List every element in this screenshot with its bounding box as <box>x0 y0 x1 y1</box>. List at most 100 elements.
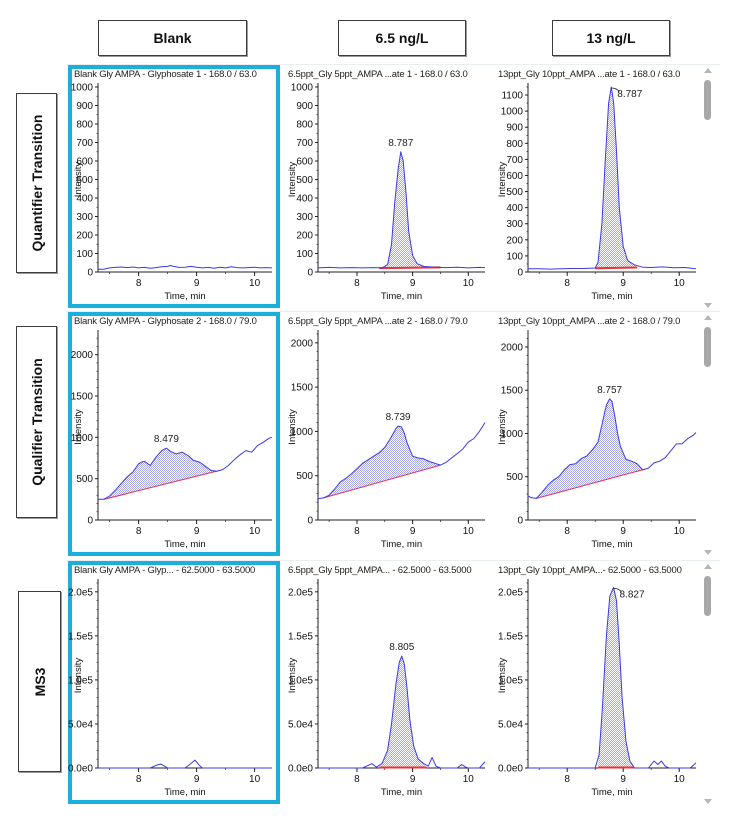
chromatogram-plot: 0 100 200 300 400 500 600 700 800 900 1000 8 9 10 Time… <box>287 83 486 302</box>
x-axis-title: Time, min <box>164 539 205 550</box>
y-tick-label: 800 <box>506 139 523 150</box>
y-tick-label: 0 <box>87 268 93 279</box>
integration-baseline <box>103 469 220 500</box>
x-tick-label: 9 <box>620 278 626 289</box>
y-tick-label: 500 <box>296 175 313 186</box>
chromatogram-plot: 0 100 200 300 400 500 600 700 800 900 1000 1100 8 9 10… <box>497 83 697 302</box>
scrollbar-row-qualifier[interactable] <box>702 313 716 557</box>
scroll-thumb[interactable] <box>704 576 711 616</box>
y-tick-label: 2000 <box>501 342 524 353</box>
x-axis-title: Time, min <box>591 787 632 798</box>
y-tick-label: 2000 <box>71 350 94 361</box>
y-tick-label: 1500 <box>291 383 314 394</box>
x-tick-label: 9 <box>194 526 200 537</box>
x-tick-label: 8 <box>564 526 570 537</box>
chromatogram-trace <box>528 586 697 769</box>
y-axis-title: Intensity <box>73 658 84 694</box>
chromatogram-panel-r0-c2[interactable]: 13ppt_Gly 10ppt_AMPA ...ate 1 - 168.0 / … <box>492 65 702 308</box>
x-tick-label: 10 <box>463 774 475 785</box>
peak-area-fill <box>595 87 638 269</box>
x-axis-title: Time, min <box>591 291 632 302</box>
x-axis-title: Time, min <box>381 539 422 550</box>
x-tick-label: 9 <box>410 526 416 537</box>
x-tick-label: 10 <box>674 526 686 537</box>
y-tick-label: 5.0e4 <box>498 719 523 730</box>
scroll-down-arrow-icon[interactable] <box>704 303 712 308</box>
x-tick-label: 8 <box>564 278 570 289</box>
chromatogram-trace <box>527 398 697 499</box>
chromatogram-panel-r2-c0[interactable]: Blank Gly AMPA - Glyp... - 62.5000 - 63.… <box>68 561 280 804</box>
y-tick-label: 1100 <box>501 91 523 102</box>
y-tick-label: 1.5e5 <box>498 631 523 642</box>
y-tick-label: 2.0e5 <box>288 587 313 598</box>
x-axis-title: Time, min <box>381 787 422 798</box>
chromatogram-trace <box>98 759 272 769</box>
x-tick-label: 9 <box>410 774 416 785</box>
x-axis-title: Time, min <box>164 787 205 798</box>
y-tick-label: 1.0e5 <box>68 675 93 686</box>
row-label-text: Qualifier Transition <box>28 358 45 486</box>
x-tick-label: 8 <box>564 774 570 785</box>
integration-baseline <box>536 468 646 499</box>
integration-baseline <box>323 464 441 499</box>
peak-area-fill <box>379 151 441 269</box>
chromatogram-panel-r2-c2[interactable]: 13ppt_Gly 10ppt_AMPA...- 62.5000 - 63.50… <box>492 561 702 804</box>
y-tick-label: 300 <box>296 212 313 223</box>
y-tick-label: 0.0e0 <box>288 764 313 775</box>
y-tick-label: 0 <box>87 516 93 527</box>
chromatogram-plot: 0 500 1000 1500 2000 8 9 10 Time, min Intensity 8.… <box>71 330 273 550</box>
y-tick-label: 600 <box>506 171 523 182</box>
y-tick-label: 500 <box>506 472 523 483</box>
scroll-thumb[interactable] <box>704 80 711 120</box>
chromatogram-trace <box>528 86 697 270</box>
y-tick-label: 200 <box>296 231 313 242</box>
chromatogram-title: Blank Gly AMPA - Glyp... - 62.5000 - 63.… <box>74 565 256 576</box>
chromatogram-plot: 0.0e0 5.0e4 1.0e5 1.5e5 2.0e5 8 9 10 Time, min In… <box>68 579 272 798</box>
peak-retention-time-label: 8.479 <box>154 434 179 445</box>
row-label-text: Quantifier Transition <box>28 114 45 252</box>
chromatogram-panel-r0-c1[interactable]: 6.5ppt_Gly 5ppt_AMPA ...ate 1 - 168.0 / … <box>282 65 490 308</box>
row-label-qualifier-transition: Qualifier Transition <box>16 326 57 518</box>
scroll-up-arrow-icon[interactable] <box>704 564 712 569</box>
x-tick-label: 8 <box>354 774 360 785</box>
chromatogram-panel-r2-c1[interactable]: 6.5ppt_Gly 5ppt_AMPA... - 62.5000 - 63.5… <box>282 561 490 804</box>
column-header-blank: Blank <box>98 20 247 56</box>
y-tick-label: 1.0e5 <box>288 675 313 686</box>
y-axis-title: Intensity <box>287 658 298 694</box>
chromatogram-trace <box>318 655 486 769</box>
chromatogram-plot: 0.0e0 5.0e4 1.0e5 1.5e5 2.0e5 8 9 10 Time, min In… <box>497 579 697 798</box>
peak-retention-time-label: 8.805 <box>389 642 414 653</box>
peak-area-fill <box>323 426 441 498</box>
y-tick-label: 800 <box>296 120 313 131</box>
chromatogram-panel-r0-c0[interactable]: Blank Gly AMPA - Glyphosate 1 - 168.0 / … <box>68 65 280 308</box>
y-tick-label: 800 <box>76 120 93 131</box>
x-tick-label: 8 <box>354 526 360 537</box>
scroll-up-arrow-icon[interactable] <box>704 68 712 73</box>
y-tick-label: 2000 <box>291 338 314 349</box>
chromatogram-title: 13ppt_Gly 10ppt_AMPA ...ate 2 - 168.0 / … <box>498 316 681 327</box>
y-tick-label: 1500 <box>501 386 524 397</box>
y-tick-label: 900 <box>506 123 523 134</box>
chromatogram-panel-r1-c0[interactable]: Blank Gly AMPA - Glyphosate 2 - 168.0 / … <box>68 312 280 556</box>
y-axis-title: Intensity <box>497 162 508 198</box>
integration-baseline <box>379 266 441 270</box>
y-tick-label: 100 <box>296 249 313 260</box>
y-axis-title: Intensity <box>497 409 508 445</box>
scrollbar-row-ms3[interactable] <box>702 562 716 806</box>
scrollbar-row-quantifier[interactable] <box>702 66 716 310</box>
y-tick-label: 0 <box>307 268 313 279</box>
y-tick-label: 0 <box>307 516 313 527</box>
y-tick-label: 1000 <box>71 433 94 444</box>
scroll-down-arrow-icon[interactable] <box>704 799 712 804</box>
y-tick-label: 500 <box>296 471 313 482</box>
y-axis-title: Intensity <box>287 409 298 445</box>
scroll-down-arrow-icon[interactable] <box>704 550 712 555</box>
chromatogram-title: 6.5ppt_Gly 5ppt_AMPA ...ate 2 - 168.0 / … <box>288 316 468 327</box>
scroll-thumb[interactable] <box>704 327 711 367</box>
chromatogram-panel-r1-c1[interactable]: 6.5ppt_Gly 5ppt_AMPA ...ate 2 - 168.0 / … <box>282 312 490 556</box>
x-tick-label: 10 <box>249 526 261 537</box>
x-tick-label: 10 <box>674 774 686 785</box>
x-tick-label: 10 <box>249 774 261 785</box>
chromatogram-panel-r1-c2[interactable]: 13ppt_Gly 10ppt_AMPA ...ate 2 - 168.0 / … <box>492 312 702 556</box>
scroll-up-arrow-icon[interactable] <box>704 315 712 320</box>
